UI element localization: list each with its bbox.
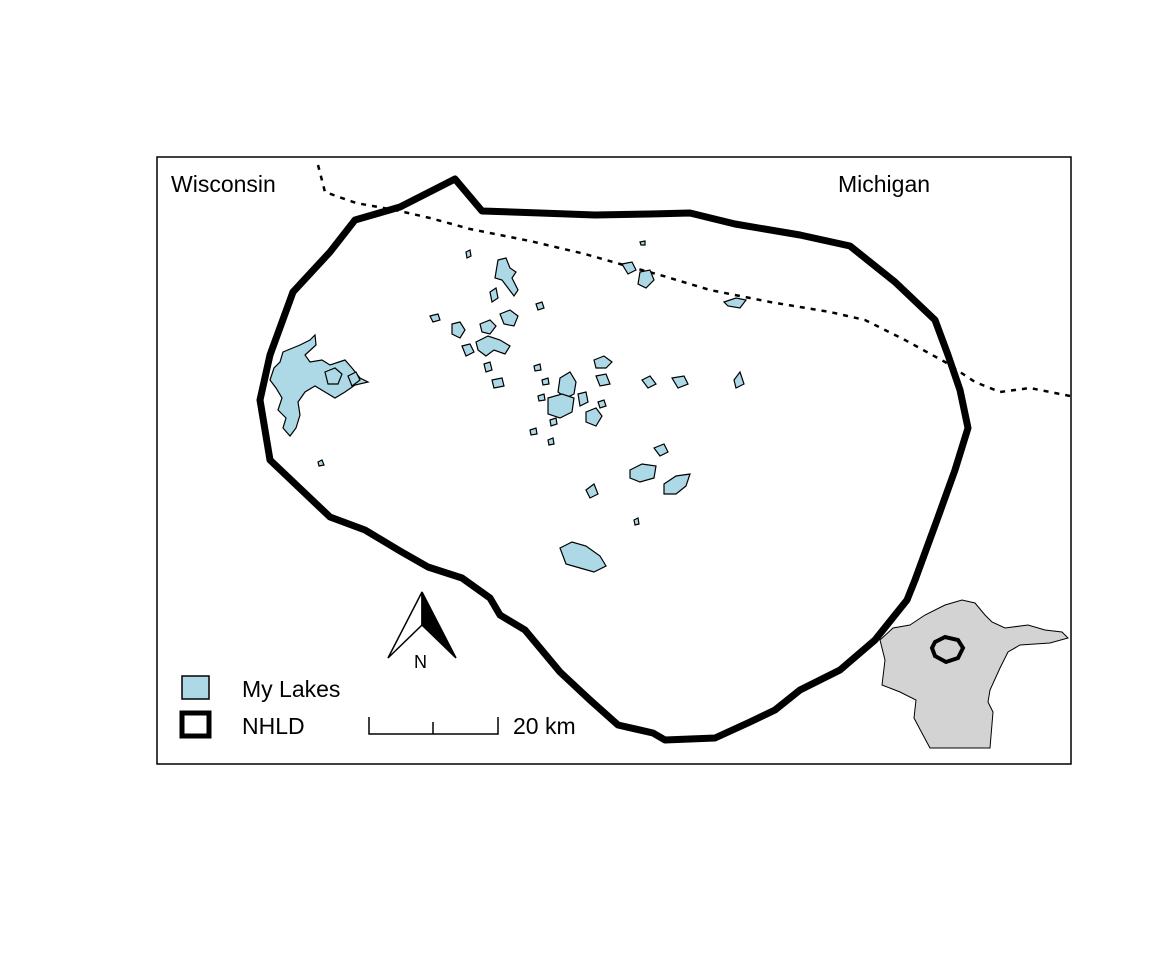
lake-polygon xyxy=(671,375,689,389)
lake-polygon xyxy=(529,427,538,436)
north-arrow-label: N xyxy=(414,652,427,672)
scale-bar-label: 20 km xyxy=(513,713,576,739)
lake-polygon xyxy=(641,375,657,389)
lake-polygon xyxy=(549,417,558,427)
lake-polygon xyxy=(533,363,542,372)
lake-polygon xyxy=(585,407,603,427)
legend-label-my-lakes: My Lakes xyxy=(242,676,340,702)
lake-polygon xyxy=(585,483,599,499)
lake-polygon xyxy=(597,399,607,409)
lake-polygon xyxy=(269,333,370,437)
lake-polygon xyxy=(722,297,748,309)
lake-polygon xyxy=(559,541,607,573)
north-arrow-icon: N xyxy=(387,591,457,672)
legend-label-nhld: NHLD xyxy=(242,713,305,739)
lake-polygon xyxy=(595,373,611,387)
state-border-line xyxy=(316,164,1071,398)
lakes-layer xyxy=(269,240,748,573)
lake-polygon xyxy=(483,361,493,373)
lake-polygon xyxy=(479,319,497,335)
inset-state-outline xyxy=(879,599,1069,749)
lake-polygon xyxy=(489,287,499,303)
lake-polygon xyxy=(639,240,646,246)
state-label-michigan: Michigan xyxy=(838,171,930,197)
lake-polygon xyxy=(429,313,441,323)
nhld-swatch-icon xyxy=(179,710,212,739)
lake-polygon xyxy=(629,463,657,483)
lake-polygon xyxy=(494,257,519,298)
nhld-boundary xyxy=(256,175,972,744)
lake-polygon xyxy=(733,370,745,389)
legend: My Lakes NHLD xyxy=(179,675,340,739)
lake-polygon xyxy=(499,309,519,327)
lake-polygon xyxy=(653,443,669,457)
inset-map xyxy=(879,599,1069,749)
lake-polygon xyxy=(324,367,343,385)
lake-polygon xyxy=(491,377,505,389)
lake-polygon xyxy=(547,393,575,419)
lake-polygon xyxy=(663,473,691,495)
lake-polygon xyxy=(557,371,577,399)
lake-polygon xyxy=(637,269,655,289)
lake-polygon xyxy=(461,343,475,357)
scale-bar: 20 km xyxy=(368,713,576,739)
lake-polygon xyxy=(537,393,546,402)
lake-polygon xyxy=(535,301,545,311)
lake-polygon xyxy=(475,335,511,357)
lake-polygon xyxy=(451,321,466,339)
lake-polygon xyxy=(547,437,555,446)
lake-polygon xyxy=(593,355,613,369)
lake-polygon xyxy=(317,459,325,467)
lake-polygon xyxy=(577,391,589,407)
lake-polygon xyxy=(621,261,637,275)
lake-swatch-icon xyxy=(181,675,210,700)
lake-polygon xyxy=(465,249,472,259)
lake-polygon xyxy=(541,377,550,386)
lake-polygon xyxy=(347,371,361,387)
lake-polygon xyxy=(633,517,640,526)
state-label-wisconsin: Wisconsin xyxy=(171,171,276,197)
nhld-inset-boundary xyxy=(929,634,966,665)
